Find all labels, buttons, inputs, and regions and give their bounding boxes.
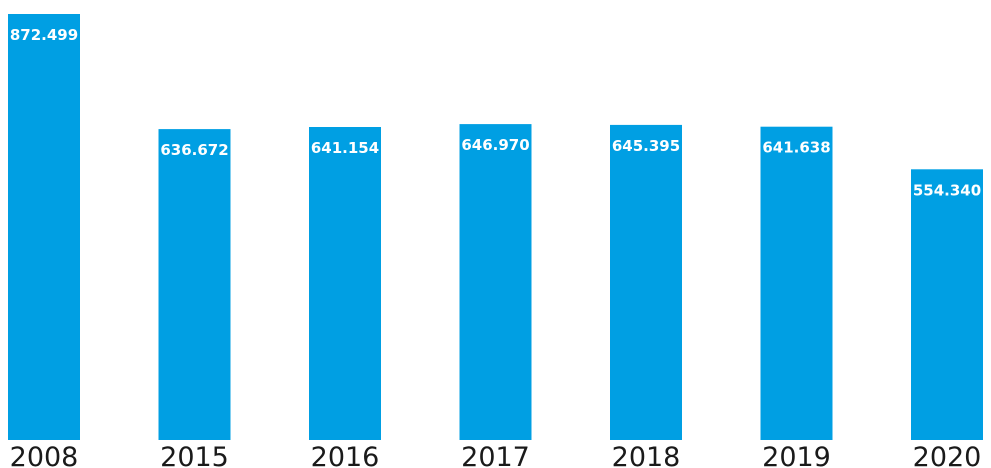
bar-2018	[610, 124, 682, 441]
x-tick-label-2015: 2015	[160, 442, 229, 468]
data-label-2020: 554.340	[913, 181, 981, 199]
data-label-2019: 641.638	[762, 139, 830, 157]
data-label-2015: 636.672	[160, 141, 228, 159]
data-label-2018: 645.395	[612, 137, 680, 155]
x-tick-label-2008: 2008	[10, 442, 79, 468]
bar-2016	[309, 127, 381, 440]
x-tick-label-2018: 2018	[612, 442, 681, 468]
bar-2008	[8, 14, 80, 440]
value-labels-group: 872.499 636.672 641.154 646.970 645.395 641.6…	[10, 26, 981, 199]
bar-2020	[911, 169, 983, 441]
bars-group	[8, 14, 983, 441]
bar-2019	[760, 126, 833, 440]
x-tick-label-2019: 2019	[762, 442, 831, 468]
x-axis-tick-labels: 2008 2015 2016 2017 2018 2019 2020	[10, 442, 982, 468]
bar-2015	[158, 129, 231, 440]
x-tick-label-2017: 2017	[461, 442, 530, 468]
x-tick-label-2020: 2020	[913, 442, 982, 468]
x-tick-label-2016: 2016	[311, 442, 380, 468]
data-label-2016: 641.154	[311, 139, 379, 157]
data-label-2008: 872.499	[10, 26, 78, 44]
bar-2017	[459, 124, 532, 440]
data-label-2017: 646.970	[461, 136, 529, 154]
